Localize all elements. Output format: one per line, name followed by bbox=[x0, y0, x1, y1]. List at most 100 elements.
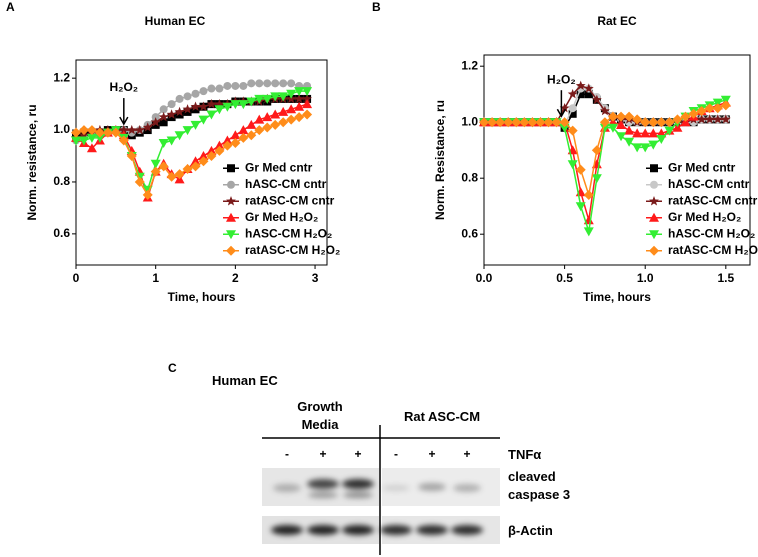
marker bbox=[632, 128, 643, 138]
marker bbox=[270, 119, 281, 130]
marker bbox=[664, 126, 675, 136]
marker bbox=[650, 180, 658, 189]
marker bbox=[567, 89, 578, 99]
marker bbox=[246, 97, 257, 107]
marker bbox=[94, 133, 105, 143]
marker bbox=[616, 111, 627, 122]
marker bbox=[254, 125, 265, 136]
legend-label: Gr Med cntr bbox=[668, 160, 736, 174]
marker bbox=[712, 103, 723, 114]
marker bbox=[624, 111, 635, 122]
marker bbox=[479, 117, 489, 128]
marker bbox=[166, 136, 177, 146]
marker bbox=[86, 143, 97, 153]
marker bbox=[190, 101, 201, 111]
marker bbox=[599, 117, 610, 128]
group-label: Growth Media bbox=[297, 399, 343, 432]
marker bbox=[230, 138, 241, 149]
marker bbox=[175, 110, 184, 119]
marker bbox=[624, 137, 635, 147]
marker bbox=[519, 117, 530, 128]
marker bbox=[227, 180, 235, 189]
marker bbox=[302, 87, 313, 97]
marker bbox=[302, 109, 313, 120]
marker bbox=[246, 119, 257, 129]
marker bbox=[231, 81, 240, 90]
marker bbox=[110, 127, 121, 138]
marker bbox=[672, 114, 683, 125]
marker bbox=[159, 105, 168, 114]
marker bbox=[704, 103, 715, 114]
marker bbox=[294, 112, 305, 123]
marker bbox=[190, 156, 201, 166]
marker bbox=[214, 98, 225, 109]
marker bbox=[175, 94, 184, 103]
x-tick-label: 3 bbox=[312, 271, 319, 285]
legend-label: ratASC-CM cntr bbox=[668, 193, 758, 207]
marker bbox=[198, 101, 209, 111]
x-axis-label: Time, hours bbox=[168, 290, 236, 304]
plot-frame bbox=[483, 54, 751, 266]
y-tick-label: 0.6 bbox=[461, 226, 478, 240]
sign: + bbox=[354, 447, 361, 461]
marker bbox=[71, 127, 81, 138]
x-tick-label: 0.0 bbox=[476, 271, 493, 285]
marker bbox=[158, 111, 169, 122]
y-tick-label: 1.2 bbox=[461, 58, 478, 72]
marker bbox=[487, 117, 498, 128]
marker bbox=[704, 114, 715, 124]
marker bbox=[206, 145, 217, 155]
legend-label: ratASC-CM H₂O₂ bbox=[668, 243, 758, 257]
marker bbox=[190, 161, 201, 172]
marker bbox=[126, 151, 137, 162]
plot-frame bbox=[75, 59, 328, 266]
marker bbox=[190, 120, 201, 130]
marker bbox=[254, 114, 265, 124]
marker bbox=[226, 245, 236, 256]
marker bbox=[551, 117, 562, 128]
marker bbox=[238, 125, 249, 135]
marker bbox=[624, 125, 635, 135]
marker bbox=[118, 124, 129, 135]
marker bbox=[215, 84, 224, 93]
marker bbox=[650, 164, 658, 173]
row-label: cleaved caspase 3 bbox=[508, 469, 571, 502]
marker bbox=[238, 100, 249, 110]
annotation: H₂O₂ bbox=[109, 80, 138, 94]
marker bbox=[575, 202, 586, 212]
marker bbox=[599, 105, 610, 116]
marker bbox=[166, 171, 177, 182]
marker bbox=[575, 164, 586, 175]
marker bbox=[263, 79, 272, 88]
marker bbox=[672, 122, 683, 132]
marker bbox=[142, 122, 153, 132]
marker bbox=[134, 124, 145, 135]
marker bbox=[278, 106, 289, 116]
sign: - bbox=[394, 447, 398, 461]
marker bbox=[286, 114, 297, 125]
marker bbox=[246, 130, 257, 141]
panel-label: B bbox=[372, 0, 381, 14]
marker bbox=[511, 117, 522, 128]
legend-label: Gr Med cntr bbox=[245, 160, 313, 174]
marker bbox=[640, 128, 651, 138]
marker bbox=[86, 125, 97, 136]
marker bbox=[632, 143, 643, 153]
chart-title: Human EC bbox=[145, 14, 206, 28]
legend-label: ratASC-CM cntr bbox=[245, 193, 335, 207]
marker bbox=[583, 190, 594, 200]
marker bbox=[94, 127, 105, 138]
marker bbox=[206, 98, 217, 109]
marker bbox=[150, 166, 161, 177]
marker bbox=[71, 136, 81, 146]
marker bbox=[649, 230, 659, 240]
marker bbox=[102, 127, 113, 138]
marker bbox=[567, 160, 578, 170]
marker bbox=[575, 80, 586, 91]
marker bbox=[198, 151, 209, 161]
marker bbox=[535, 117, 546, 128]
y-tick-label: 1.2 bbox=[53, 70, 70, 84]
marker bbox=[174, 131, 185, 141]
marker bbox=[206, 151, 217, 162]
